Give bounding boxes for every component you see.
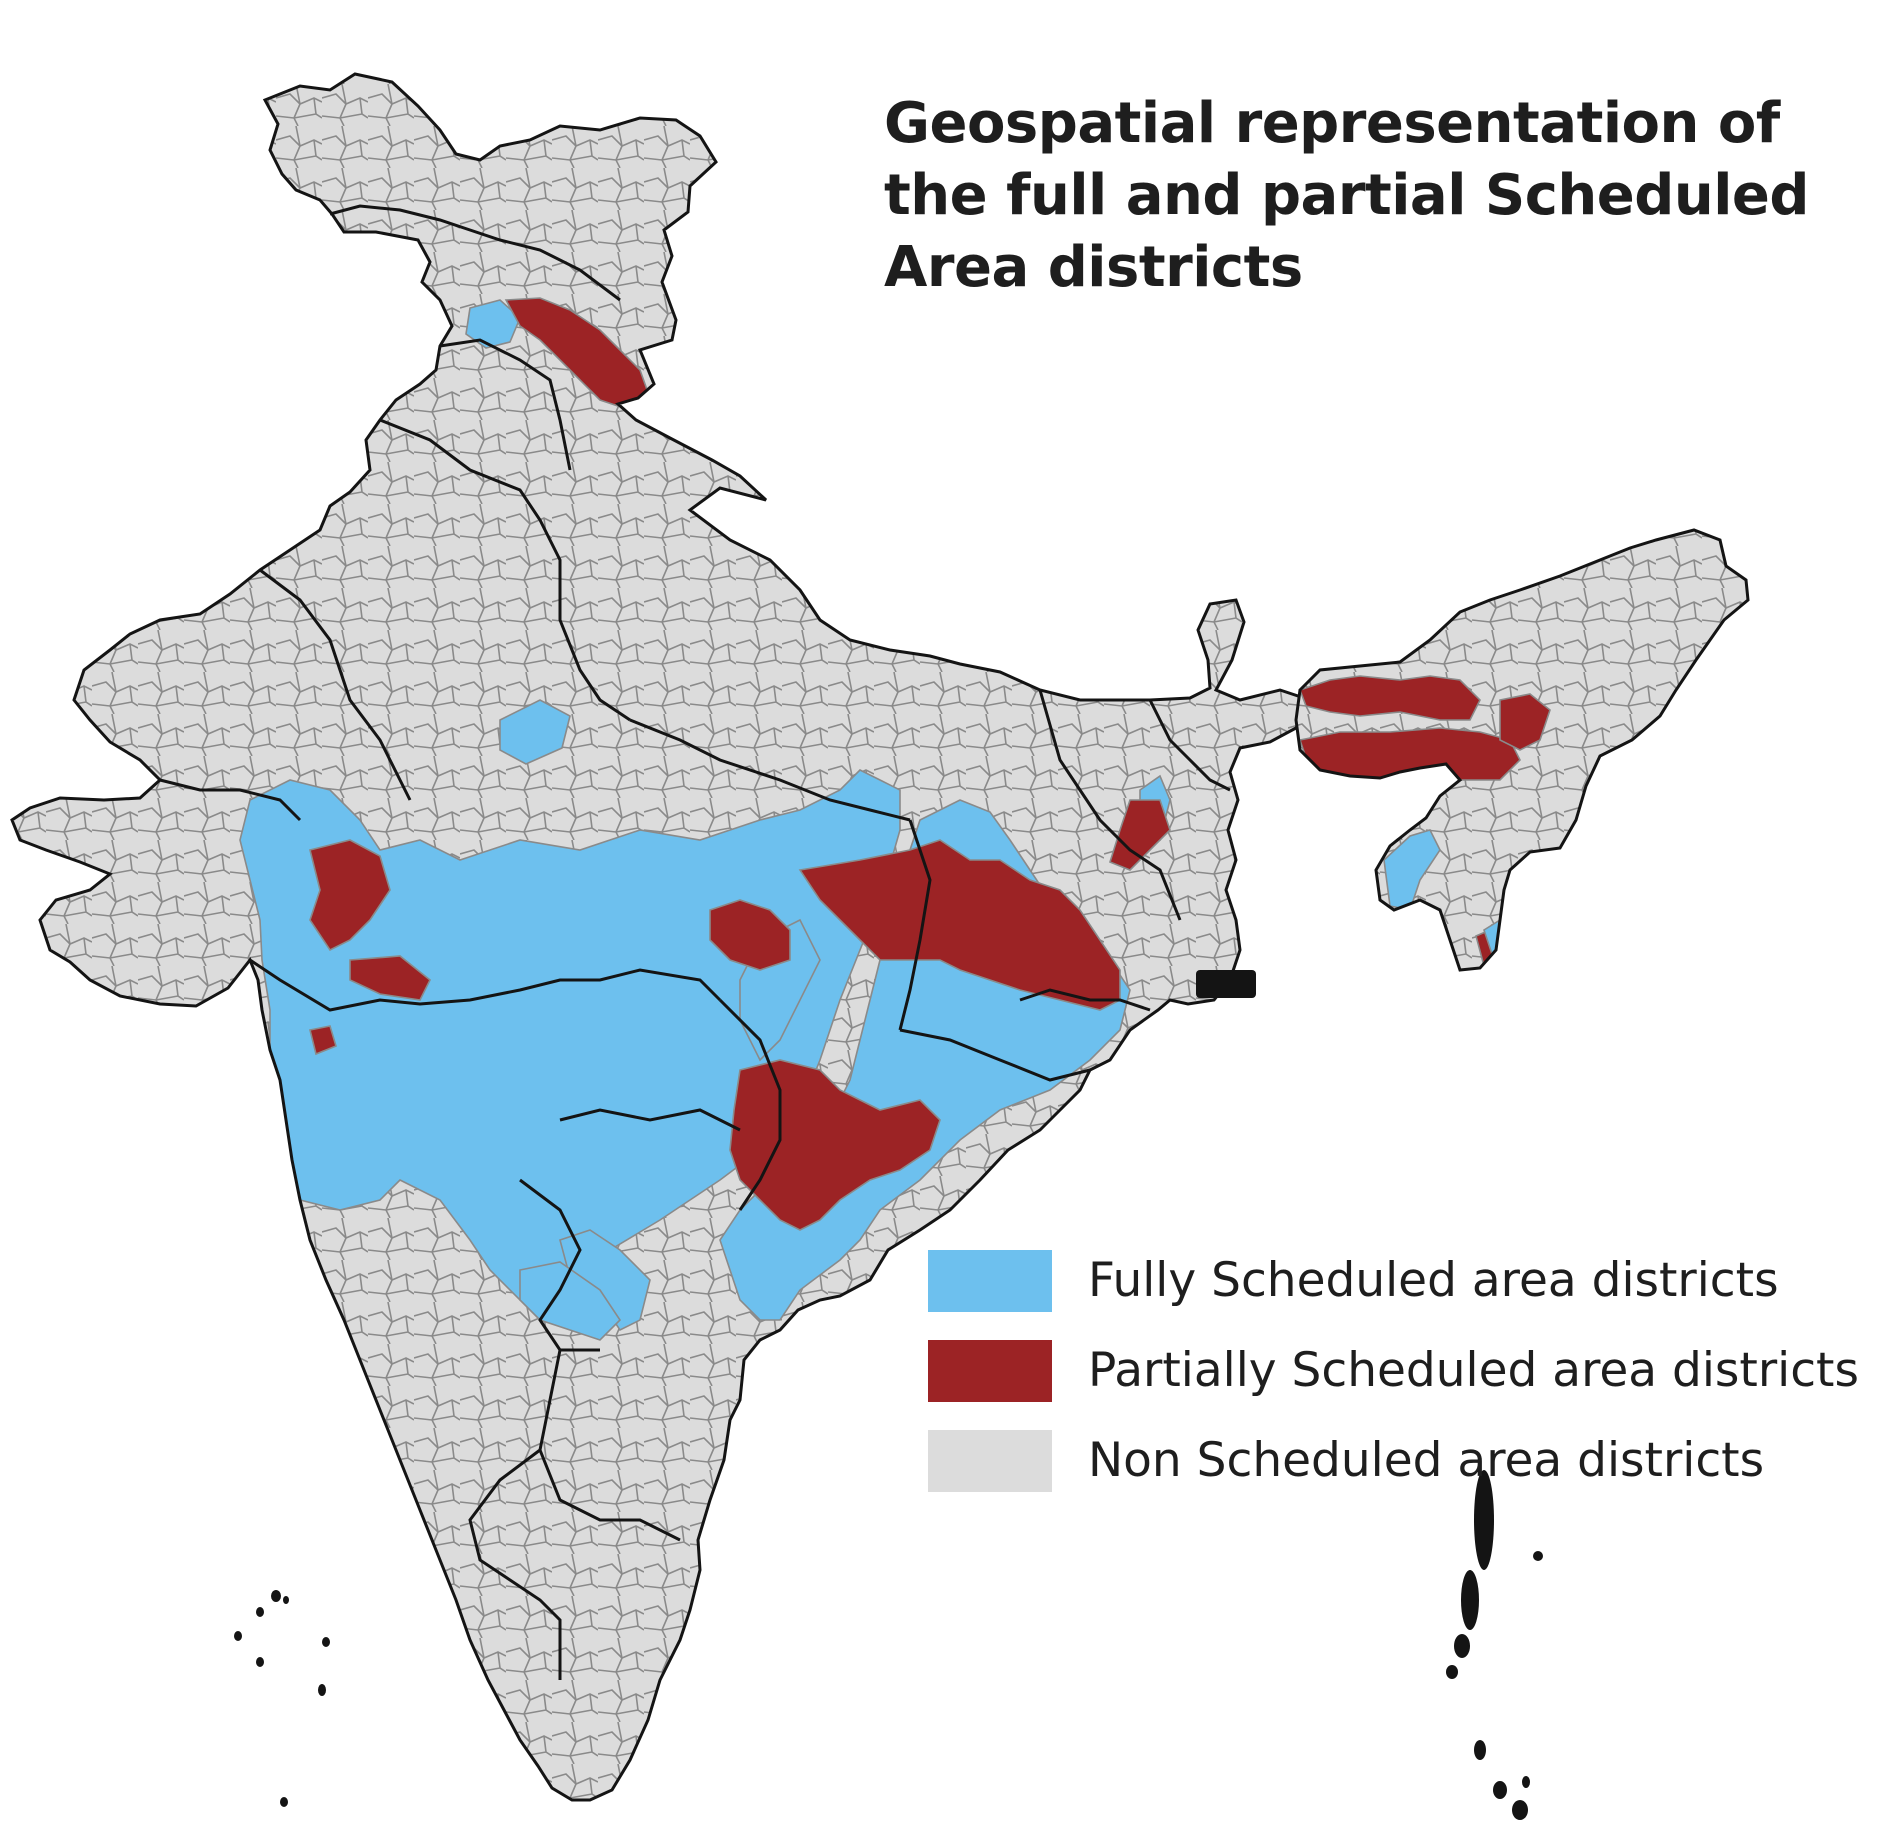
island-groups — [234, 1470, 1543, 1820]
legend-item-partial: Partially Scheduled area districts — [928, 1340, 1868, 1402]
partially-scheduled-regions — [309, 297, 1171, 1231]
legend-label-fully: Fully Scheduled area districts — [1088, 1253, 1779, 1308]
legend-swatch-partial — [928, 1340, 1052, 1402]
northeast-group — [1294, 528, 1750, 972]
legend-label-non: Non Scheduled area districts — [1088, 1433, 1765, 1488]
legend-item-fully: Fully Scheduled area districts — [928, 1250, 1868, 1312]
legend-swatch-non — [928, 1430, 1052, 1492]
state-borders — [10, 72, 1312, 1802]
legend-label-partial: Partially Scheduled area districts — [1088, 1343, 1859, 1398]
map-title: Geospatial representation of the full an… — [884, 91, 1810, 300]
delta-islands — [1196, 970, 1256, 998]
legend-swatch-fully — [928, 1250, 1052, 1312]
ne-partially-scheduled — [1298, 675, 1551, 968]
legend-item-non: Non Scheduled area districts — [928, 1430, 1868, 1492]
